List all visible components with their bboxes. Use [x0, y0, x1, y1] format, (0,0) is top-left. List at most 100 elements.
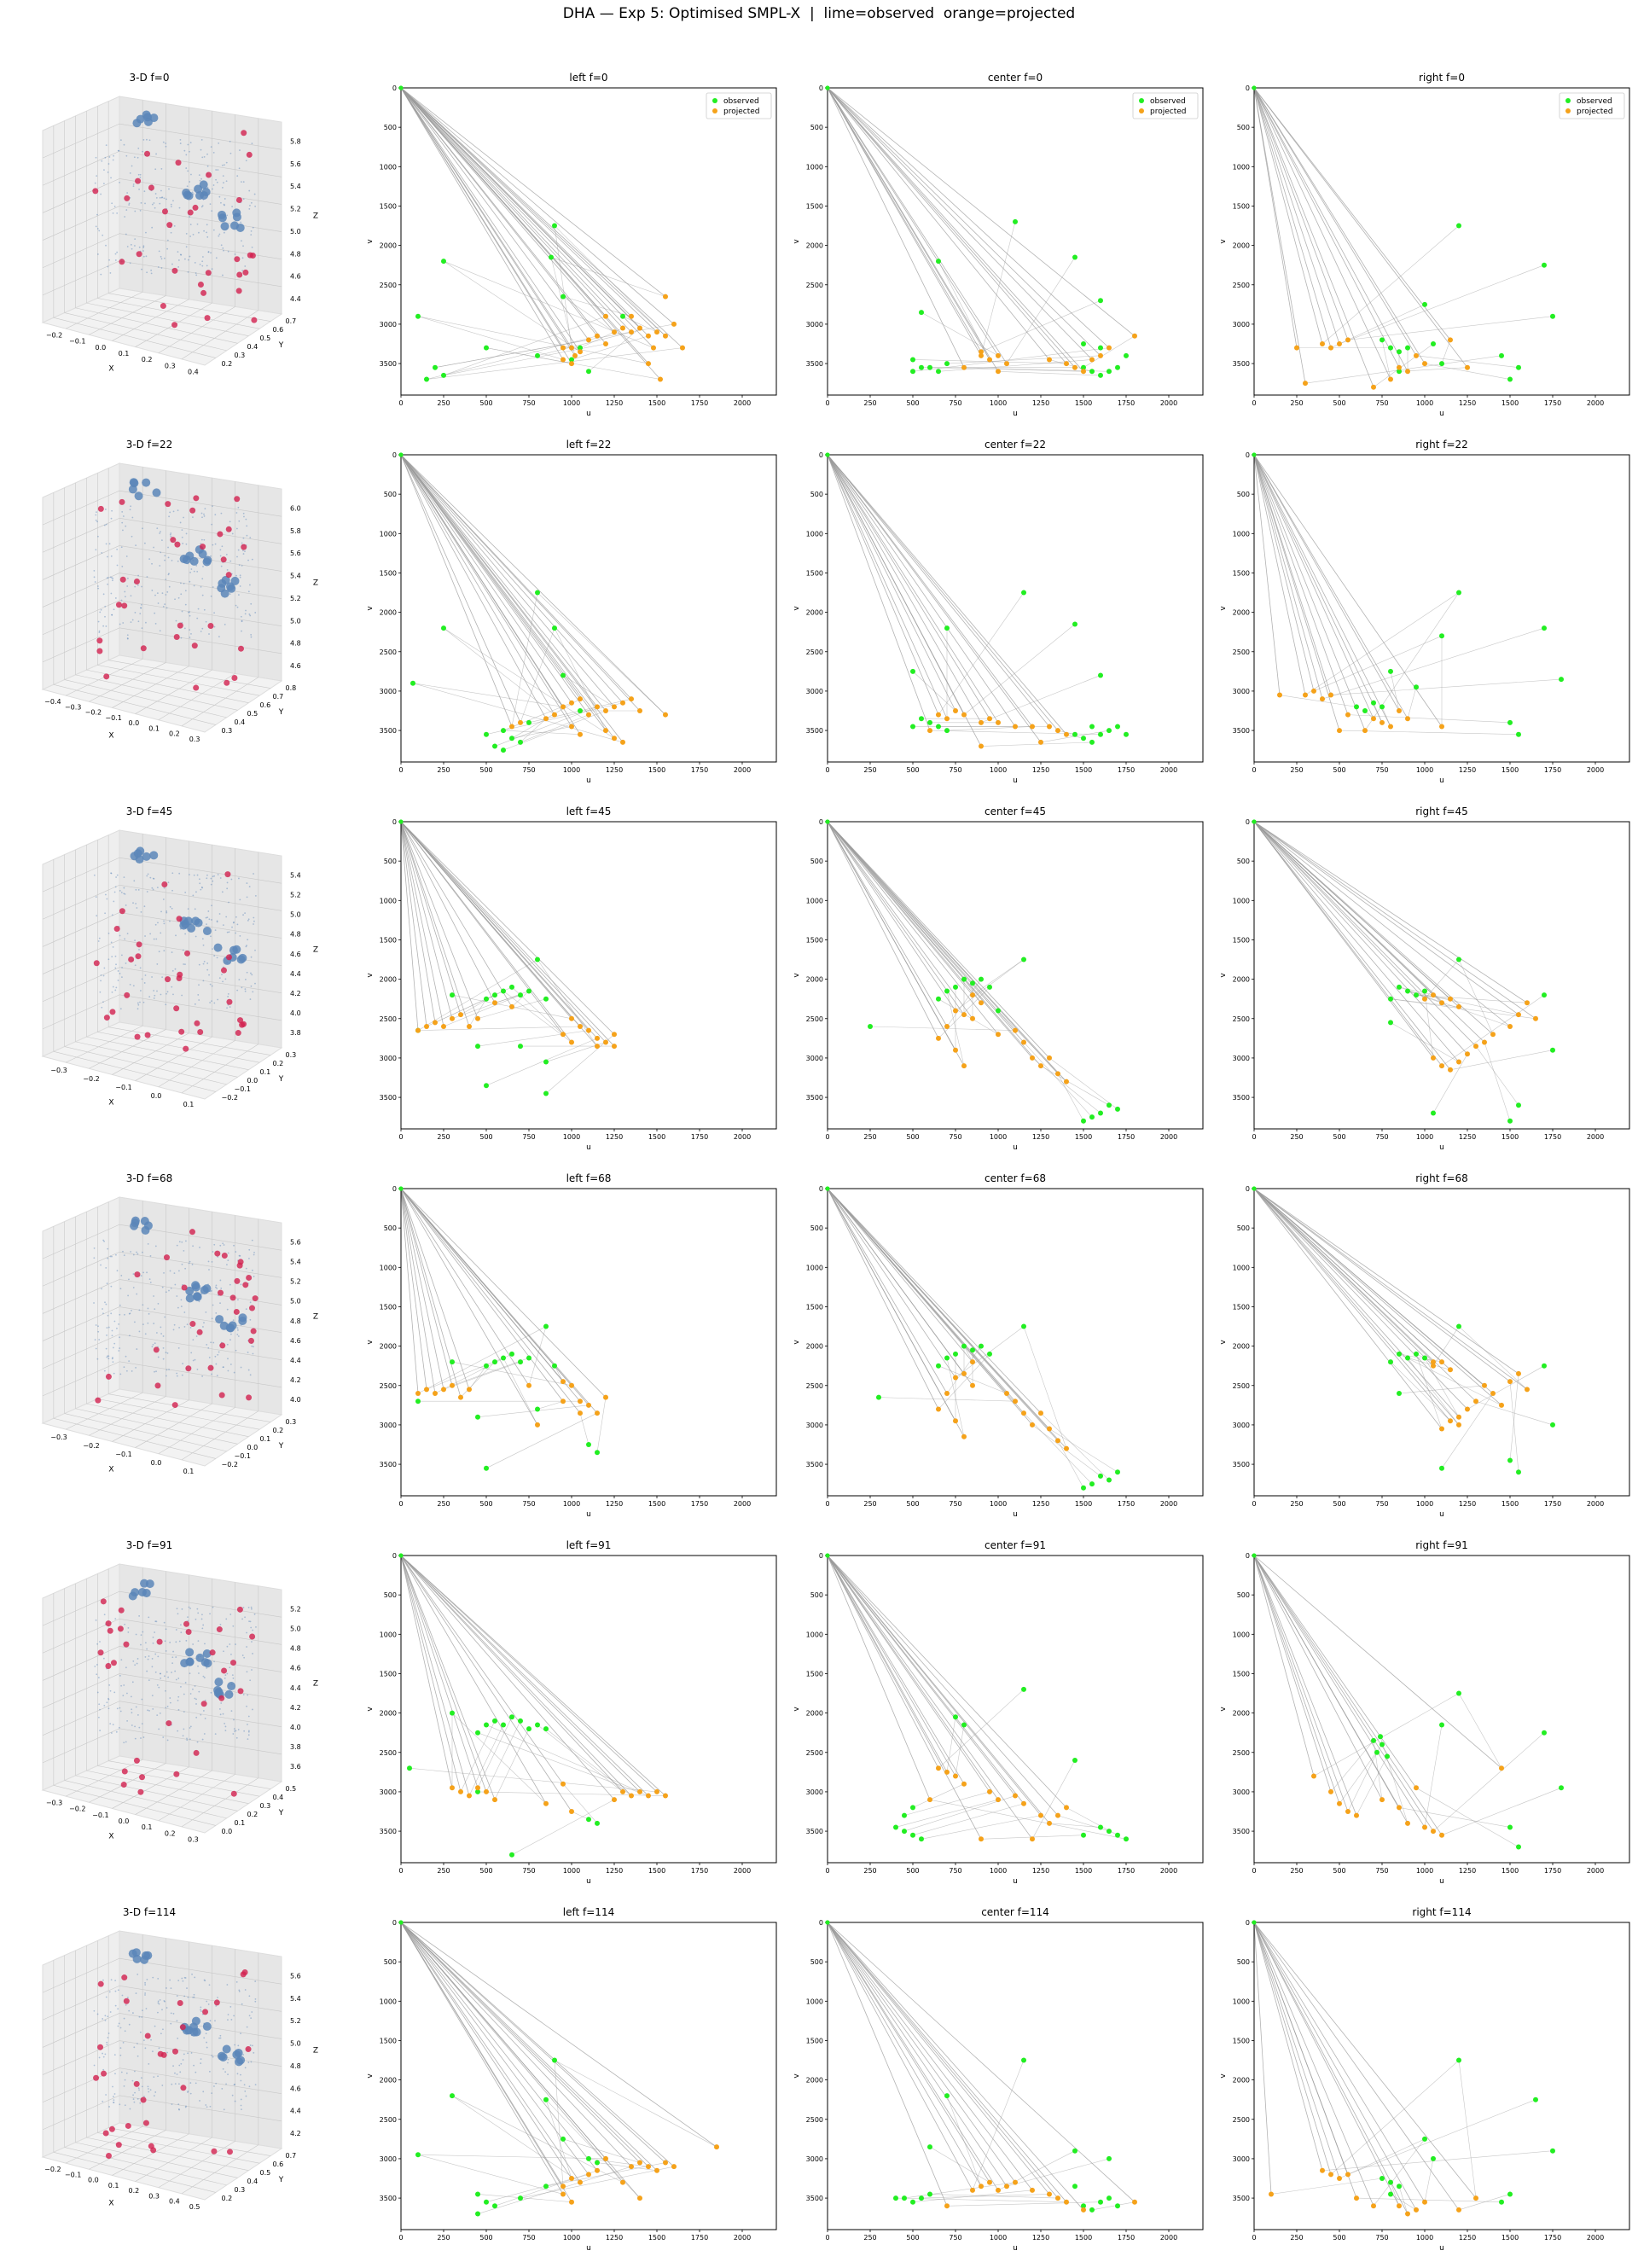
mesh-point — [205, 620, 207, 623]
y-tick-label: 0.7 — [286, 317, 297, 325]
correspondence-line — [1356, 1756, 1388, 1816]
x-tick-label: 0 — [1252, 2234, 1256, 2242]
mesh-point — [201, 1614, 203, 1616]
y-tick-label: 1000 — [806, 530, 823, 538]
mesh-point — [123, 893, 125, 895]
projection-ray — [827, 821, 939, 1039]
mesh-point — [95, 225, 97, 228]
mesh-point — [250, 1606, 253, 1608]
observed-point — [953, 1351, 958, 1357]
mesh-point — [250, 636, 253, 638]
observed-point — [1507, 2191, 1513, 2197]
mesh-point — [96, 1664, 98, 1666]
correspondence-line — [1339, 2138, 1426, 2179]
projection-ray — [827, 87, 1136, 337]
projection-ray — [827, 454, 956, 712]
projection-ray — [827, 821, 1050, 1059]
projected-point — [1004, 2184, 1009, 2189]
mesh-point — [142, 250, 144, 252]
mesh-point — [108, 1684, 111, 1686]
axes-frame — [827, 87, 1204, 396]
mesh-point — [93, 2009, 96, 2012]
mesh-point — [119, 2047, 122, 2050]
mesh-point — [208, 1984, 211, 1986]
mesh-point — [247, 918, 250, 921]
mesh-point — [166, 607, 168, 609]
mesh-point — [135, 1992, 137, 1994]
mesh-point — [194, 1976, 196, 1979]
mesh-point — [246, 1631, 247, 1634]
mesh-point — [212, 1341, 215, 1344]
mesh-point — [133, 880, 136, 882]
projected-point — [1448, 1367, 1453, 1373]
mesh-cloud — [93, 1239, 255, 1377]
mesh-point — [242, 512, 245, 515]
mesh-point — [212, 1304, 214, 1306]
correspondence-line — [1458, 2060, 1477, 2199]
joint-point — [150, 2147, 157, 2154]
x-tick-label: 1000 — [990, 399, 1007, 407]
mesh-point — [120, 1684, 123, 1687]
projection-ray — [400, 1922, 666, 2163]
projection-ray — [400, 454, 521, 724]
mesh-point — [237, 1335, 240, 1337]
mesh-point — [233, 1728, 235, 1730]
mesh-point — [114, 2073, 116, 2075]
x-tick-label: 1750 — [1544, 1867, 1561, 1875]
mesh-cluster-point — [215, 1315, 224, 1324]
mesh-point — [131, 1370, 133, 1372]
mesh-point — [242, 245, 244, 247]
mesh-point — [240, 615, 242, 618]
observed-point — [518, 1359, 523, 1365]
correspondence-line — [1339, 265, 1545, 345]
series-projected — [1269, 2167, 1478, 2217]
mesh-point — [211, 523, 213, 526]
observed-point — [1397, 1351, 1402, 1357]
mesh-point — [139, 176, 142, 178]
mesh-point — [98, 1703, 101, 1706]
mesh-point — [185, 232, 188, 235]
grid-line — [108, 293, 271, 322]
projection-ray — [400, 821, 444, 1027]
mesh-point — [175, 1656, 177, 1658]
mesh-point — [147, 2088, 149, 2090]
mesh-point — [177, 251, 179, 253]
x-tick-label: 1750 — [1118, 2234, 1135, 2242]
observed-point — [1550, 1422, 1555, 1428]
grid-line — [42, 1728, 120, 1764]
y-tick-label: 1000 — [1233, 530, 1250, 538]
mesh-point — [104, 2019, 107, 2021]
mesh-point — [134, 1737, 136, 1740]
legend-label-projected: projected — [723, 108, 760, 116]
mesh-point — [182, 949, 184, 951]
mesh-point — [165, 142, 167, 144]
projected-point — [1021, 1410, 1026, 1416]
mesh-point — [235, 1349, 237, 1352]
mesh-point — [177, 2038, 179, 2039]
joint-point — [139, 1774, 146, 1781]
mesh-point — [119, 1674, 121, 1677]
mesh-point — [209, 2105, 212, 2108]
mesh-point — [233, 1371, 235, 1374]
projected-point — [1465, 1406, 1470, 1412]
projected-point — [603, 313, 608, 319]
mesh-point — [189, 1326, 192, 1329]
projection-ray — [1253, 1922, 1332, 2175]
mesh-point — [198, 1690, 200, 1693]
x-tick-label: 2000 — [1160, 1500, 1177, 1508]
grid-line — [75, 2142, 238, 2178]
mesh-point — [132, 1253, 135, 1256]
mesh-point — [125, 233, 127, 236]
series-observed — [893, 1686, 1129, 1842]
mesh-point — [125, 1370, 128, 1372]
y-tick-label: 0.3 — [235, 2186, 246, 2194]
mesh-point — [181, 1608, 183, 1610]
joint-point — [218, 1392, 225, 1399]
mesh-point — [201, 1627, 204, 1630]
mesh-point — [245, 945, 247, 948]
mesh-point — [144, 1992, 147, 1994]
mesh-point — [183, 627, 186, 630]
observed-point — [1021, 1323, 1026, 1329]
mesh-point — [103, 1240, 105, 1242]
projection-ray — [827, 1555, 999, 1800]
